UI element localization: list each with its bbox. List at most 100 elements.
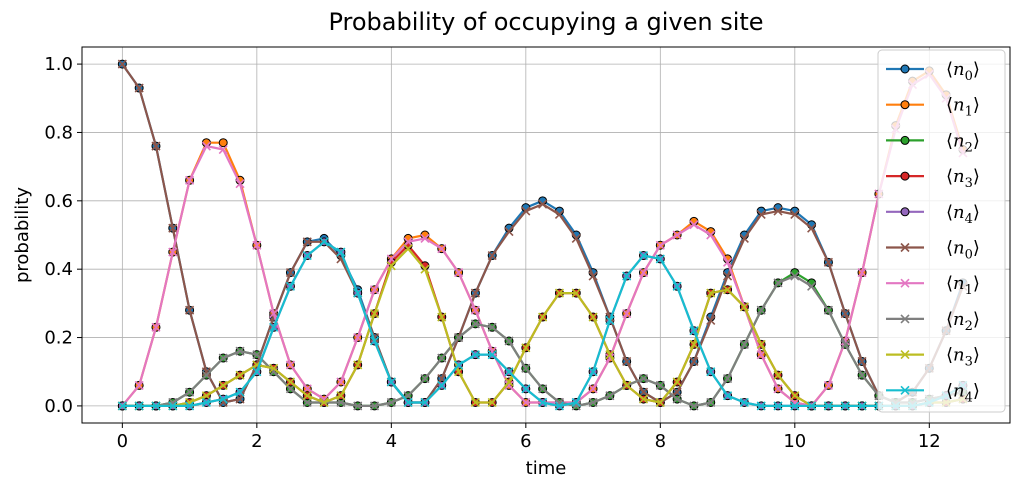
data-point <box>655 397 665 408</box>
data-point <box>252 367 262 377</box>
data-point <box>134 380 144 390</box>
data-point <box>588 384 598 394</box>
legend-marker <box>900 350 910 360</box>
data-point <box>403 397 413 408</box>
data-point <box>638 387 649 397</box>
data-point <box>269 309 279 319</box>
data-point <box>588 312 598 322</box>
data-point <box>504 380 514 390</box>
data-point <box>689 326 699 336</box>
data-point <box>235 370 245 380</box>
legend: ⟨n0⟩ ⟨n1⟩ ⟨n2⟩ ⟨n3⟩ ⟨n4⟩ ⟨n0⟩ ⟨n1⟩ ⟨n2⟩ ⟨n3⟩ ⟨n4⟩ <box>877 49 1006 413</box>
data-point <box>252 240 262 250</box>
data-point <box>437 244 447 254</box>
legend-label: ⟨n2⟩ <box>946 309 980 334</box>
data-point <box>487 397 497 408</box>
data-point <box>689 356 699 367</box>
data-point <box>454 360 464 370</box>
data-point <box>588 367 598 377</box>
data-point <box>756 209 766 220</box>
legend-item: ⟨n3⟩ <box>886 345 980 370</box>
data-point <box>420 264 430 274</box>
legend-label: ⟨n1⟩ <box>946 273 980 298</box>
data-point <box>151 141 161 151</box>
data-point <box>521 343 531 353</box>
data-point <box>689 339 699 349</box>
data-point <box>672 387 682 397</box>
x-tick-label: 0 <box>117 431 128 452</box>
legend-marker <box>900 100 910 110</box>
legend-marker <box>900 64 910 74</box>
data-point <box>386 377 396 387</box>
data-point <box>269 322 279 332</box>
data-point <box>605 350 615 360</box>
x-tick-label: 4 <box>386 431 397 452</box>
data-point <box>756 339 766 349</box>
data-point <box>840 339 850 349</box>
data-point <box>235 179 245 189</box>
data-point <box>857 356 867 367</box>
data-point <box>739 302 749 312</box>
legend-label: ⟨n3⟩ <box>946 166 980 191</box>
data-point <box>521 384 531 394</box>
data-point <box>336 397 346 408</box>
data-point <box>386 397 396 408</box>
data-point <box>672 394 682 404</box>
data-point <box>807 223 817 233</box>
data-point <box>622 356 632 367</box>
data-point <box>638 268 649 278</box>
data-point <box>285 360 296 370</box>
data-point <box>353 332 363 343</box>
data-point <box>857 401 867 411</box>
data-point <box>807 281 817 291</box>
legend-label: ⟨n0⟩ <box>946 238 980 263</box>
data-point <box>739 233 749 243</box>
legend-item: ⟨n2⟩ <box>886 130 980 155</box>
data-point <box>840 401 850 411</box>
data-point <box>622 271 632 281</box>
data-point <box>588 397 598 408</box>
data-point <box>117 401 127 411</box>
data-point <box>285 384 296 394</box>
data-point <box>285 281 296 291</box>
legend-item: ⟨n1⟩ <box>886 95 980 120</box>
data-point <box>706 315 716 326</box>
data-point <box>185 175 195 185</box>
legend-item: ⟨n3⟩ <box>886 166 980 191</box>
data-point <box>470 397 480 408</box>
data-point <box>823 305 834 315</box>
legend-marker <box>900 314 910 324</box>
data-point <box>185 387 195 397</box>
data-point <box>622 380 632 390</box>
data-point <box>722 391 733 401</box>
data-point <box>470 350 480 360</box>
data-point <box>235 346 245 356</box>
legend-label: ⟨n2⟩ <box>946 130 980 155</box>
data-point <box>185 305 195 315</box>
data-point <box>369 285 380 295</box>
data-point <box>369 401 380 411</box>
x-tick-label: 12 <box>918 431 941 452</box>
data-point <box>285 377 296 387</box>
data-point <box>252 350 262 360</box>
x-tick-label: 10 <box>783 431 806 452</box>
legend-item: ⟨n0⟩ <box>886 59 980 84</box>
axis-ticks: 0 2 4 6 8 10 12 0.0 0.2 0.4 0.6 0.8 1.0 <box>44 54 940 452</box>
data-point <box>521 363 531 373</box>
x-tick-label: 2 <box>251 431 262 452</box>
data-point <box>823 380 834 390</box>
data-point <box>403 237 413 247</box>
data-point <box>655 254 665 264</box>
data-point <box>571 397 581 408</box>
data-point <box>302 250 312 261</box>
data-point <box>235 387 245 397</box>
legend-item: ⟨n1⟩ <box>886 273 980 298</box>
data-point <box>672 377 682 387</box>
data-point <box>521 397 531 408</box>
data-point <box>403 244 413 254</box>
legend-item: ⟨n0⟩ <box>886 238 980 263</box>
chart-title: Probability of occupying a given site <box>328 8 763 36</box>
data-point <box>706 367 716 377</box>
data-point <box>823 401 834 411</box>
